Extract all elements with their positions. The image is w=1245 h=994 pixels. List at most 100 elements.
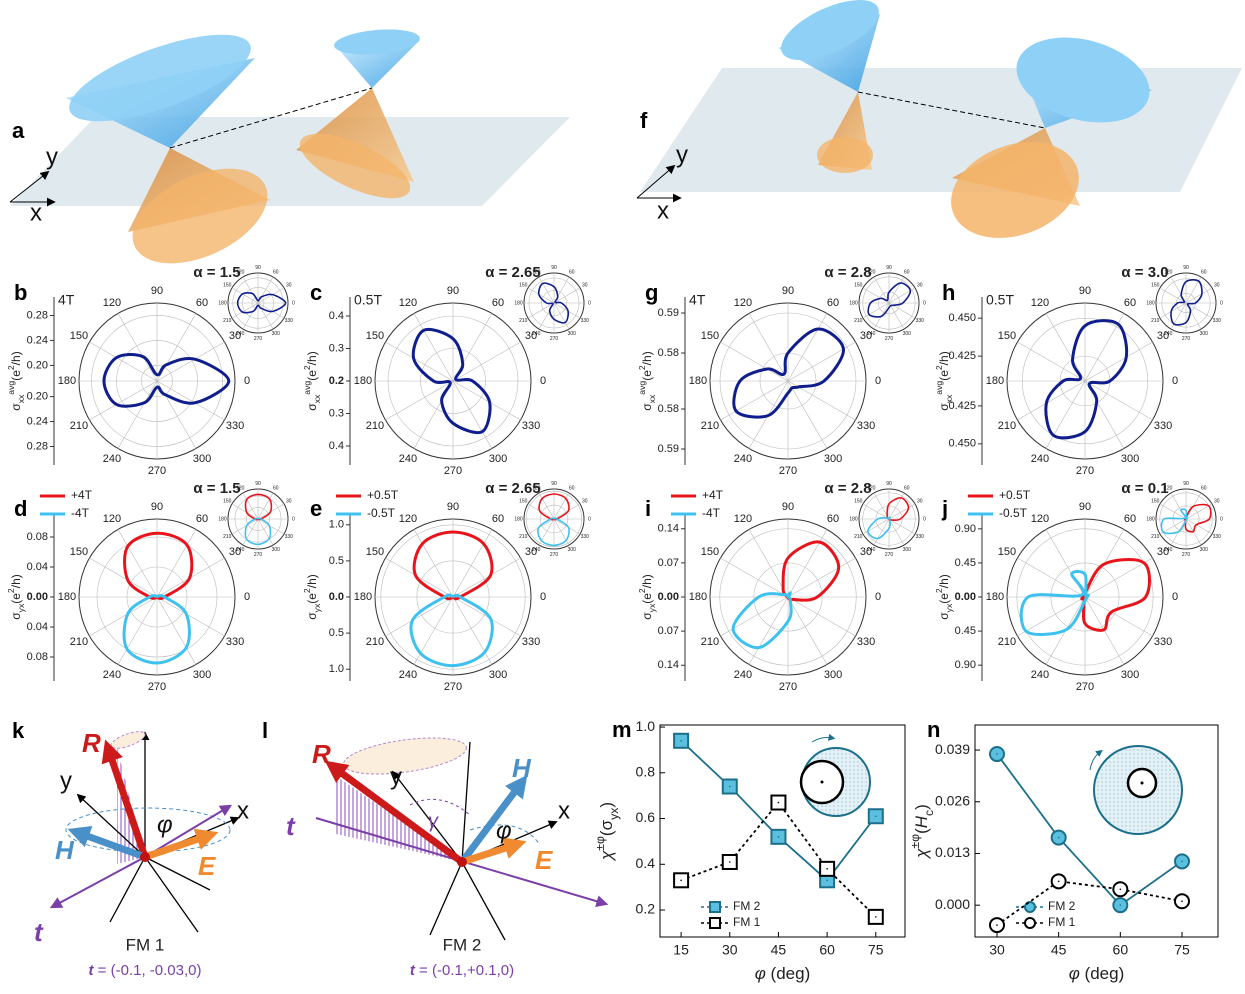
marker-dot [1058, 837, 1060, 839]
marker-dot [1058, 881, 1060, 883]
label-part: φ [1069, 964, 1080, 983]
angle-label: 0 [1220, 516, 1223, 522]
angle-label: 330 [857, 636, 875, 648]
r-tick-label: 0.90 [955, 523, 976, 535]
shape [10, 117, 570, 206]
angle-label: 270 [885, 336, 894, 342]
angle-label: 300 [1121, 669, 1139, 681]
label-part: yx [607, 808, 621, 820]
vector-label: E [535, 845, 553, 875]
angle-label: 120 [236, 486, 245, 492]
angle-label: 180 [218, 300, 227, 306]
diagram-k: k R y x H E t φ FM 1 t = (-0.1, -0.03,0) [12, 718, 249, 979]
marker-dot [1120, 888, 1122, 890]
angle-label: 0 [1220, 300, 1223, 306]
angle-label: 90 [1183, 481, 1189, 487]
angle-label: 60 [1201, 270, 1207, 276]
angle-label: 90 [886, 265, 892, 271]
r-tick-label: 0.20 [27, 359, 48, 371]
angle-label: 330 [226, 420, 244, 432]
angle-label: 330 [857, 420, 875, 432]
angle-label: 90 [151, 285, 163, 297]
angle-label: 300 [824, 453, 842, 465]
angle-label: 120 [532, 486, 541, 492]
r-tick-label: 0.3 [329, 407, 344, 419]
chart-title: α = 1.5 [193, 480, 240, 497]
angle-label: 90 [782, 285, 794, 297]
series-line [681, 803, 876, 917]
r-tick-label: 0.00 [27, 591, 48, 603]
label-part: ±φ [593, 836, 607, 851]
angle-label: 210 [1151, 534, 1160, 540]
angle-label: 120 [399, 297, 417, 309]
angle-label: 120 [399, 513, 417, 525]
r-tick-label: 0.4 [329, 310, 344, 322]
angle-label: 120 [867, 270, 876, 276]
field-label: 0.5T [354, 292, 382, 308]
r-tick-label: 0.425 [948, 350, 976, 362]
y-tick-label: 0.2 [636, 901, 656, 917]
r-tick-label: 0.08 [27, 651, 48, 663]
panel-letter: j [941, 496, 948, 521]
angle-label: 210 [366, 636, 384, 648]
angle-label: 60 [1201, 486, 1207, 492]
angle-label: 180 [1146, 300, 1155, 306]
marker-dot [875, 815, 877, 817]
panel-letter: m [612, 717, 632, 742]
caption: t = (-0.1,+0.1,0) [410, 962, 514, 979]
polar-chart: 03060901201501802102402703003300.080.080… [6, 480, 250, 693]
label-part: ±φ [908, 834, 922, 849]
angle-label: 240 [532, 547, 541, 553]
angle-label: 90 [255, 265, 261, 271]
polar-curve [411, 595, 492, 666]
angle-label: 330 [1213, 318, 1222, 324]
diagram-name: FM 1 [126, 935, 165, 954]
y-tick-label: 0.013 [935, 844, 970, 860]
angle-label: 90 [255, 481, 261, 487]
marker-dot [1181, 861, 1183, 863]
grid-spoke [243, 303, 258, 329]
angle-label: 210 [519, 534, 528, 540]
grid-spoke [889, 288, 915, 303]
angle-label: 240 [1164, 547, 1173, 553]
angle-label: 240 [236, 331, 245, 337]
panel-letter: k [12, 718, 25, 743]
angle-label: 0 [588, 300, 591, 306]
legend-label: -4T [71, 506, 90, 520]
y-tick-label: 0.6 [636, 809, 656, 825]
label-part: (e [937, 370, 951, 381]
angle-label: 240 [103, 669, 121, 681]
angle-label: φ [496, 817, 512, 844]
y-tick-label: 0.000 [935, 896, 970, 912]
label-part: /h) [640, 574, 654, 588]
marker-dot [729, 861, 731, 863]
angle-label: 0 [923, 300, 926, 306]
angle-label: 90 [782, 501, 794, 513]
angle-label: 270 [1076, 681, 1094, 693]
legend-label: -0.5T [367, 506, 396, 520]
angle-label: 120 [867, 486, 876, 492]
label-part: (e [305, 370, 319, 381]
y-axis-label: σyx(e2/h) [6, 574, 26, 620]
angle-label: 270 [1076, 465, 1094, 477]
shape [640, 68, 1242, 192]
label-part: (e [937, 593, 951, 604]
angle-label: 210 [223, 318, 232, 324]
angle-label: 180 [218, 516, 227, 522]
shape [821, 781, 824, 784]
label-part: ) [912, 804, 931, 810]
x-tick-label: 45 [1051, 942, 1067, 958]
legend-label: FM 2 [1048, 899, 1076, 913]
illustration-a: y x a [10, 17, 570, 283]
shape [410, 799, 470, 815]
shape [1141, 782, 1144, 785]
angle-label: 300 [824, 669, 842, 681]
angle-label: 330 [285, 318, 294, 324]
panel-letter: e [310, 496, 322, 521]
label-part: avg [637, 381, 647, 395]
angle-label: 60 [196, 513, 208, 525]
shape [430, 862, 462, 935]
label-part: /h) [9, 574, 23, 588]
angle-label: 300 [568, 331, 577, 337]
y-axis-label: σyx(e2/h) [934, 574, 954, 620]
